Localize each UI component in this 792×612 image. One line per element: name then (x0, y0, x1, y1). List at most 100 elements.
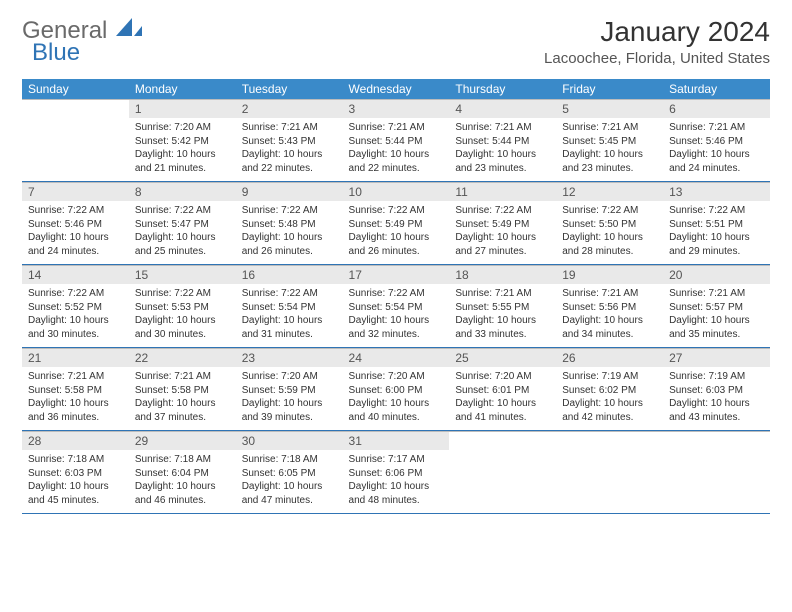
daylight-text-2: and 27 minutes. (455, 245, 550, 259)
day-cell: Sunrise: 7:21 AMSunset: 5:58 PMDaylight:… (22, 367, 129, 431)
day-number: 19 (556, 265, 663, 284)
day-cell: Sunrise: 7:19 AMSunset: 6:02 PMDaylight:… (556, 367, 663, 431)
sunrise-text: Sunrise: 7:22 AM (669, 204, 764, 218)
logo: General Blue (22, 18, 142, 65)
day-number: 24 (343, 348, 450, 367)
sunset-text: Sunset: 6:03 PM (669, 384, 764, 398)
daylight-text-1: Daylight: 10 hours (242, 480, 337, 494)
sunrise-text: Sunrise: 7:21 AM (669, 121, 764, 135)
sunrise-text: Sunrise: 7:22 AM (349, 287, 444, 301)
daynum-row: 21222324252627 (22, 348, 770, 367)
logo-text: General Blue (22, 18, 142, 65)
sunset-text: Sunset: 5:42 PM (135, 135, 230, 149)
daylight-text-1: Daylight: 10 hours (349, 231, 444, 245)
daylight-text-2: and 48 minutes. (349, 494, 444, 508)
day-cell: Sunrise: 7:21 AMSunset: 5:44 PMDaylight:… (449, 118, 556, 182)
day-cell: Sunrise: 7:21 AMSunset: 5:56 PMDaylight:… (556, 284, 663, 348)
day-header-row: Sunday Monday Tuesday Wednesday Thursday… (22, 79, 770, 99)
day-cell: Sunrise: 7:21 AMSunset: 5:44 PMDaylight:… (343, 118, 450, 182)
sunset-text: Sunset: 5:55 PM (455, 301, 550, 315)
daylight-text-1: Daylight: 10 hours (669, 148, 764, 162)
daylight-text-1: Daylight: 10 hours (455, 397, 550, 411)
daylight-text-2: and 29 minutes. (669, 245, 764, 259)
daylight-text-2: and 31 minutes. (242, 328, 337, 342)
daylight-text-2: and 45 minutes. (28, 494, 123, 508)
logo-line2: Blue (22, 41, 142, 65)
day-cell: Sunrise: 7:21 AMSunset: 5:58 PMDaylight:… (129, 367, 236, 431)
daylight-text-2: and 26 minutes. (349, 245, 444, 259)
day-number: 20 (663, 265, 770, 284)
day-cell (663, 450, 770, 514)
daylight-text-2: and 37 minutes. (135, 411, 230, 425)
day-number: 11 (449, 182, 556, 201)
day-number: 28 (22, 431, 129, 450)
day-number: 3 (343, 99, 450, 118)
day-number: 17 (343, 265, 450, 284)
calendar-table: Sunday Monday Tuesday Wednesday Thursday… (22, 79, 770, 514)
location-text: Lacoochee, Florida, United States (544, 50, 770, 67)
daylight-text-1: Daylight: 10 hours (562, 231, 657, 245)
day-cell: Sunrise: 7:18 AMSunset: 6:03 PMDaylight:… (22, 450, 129, 514)
calendar-body: 123456 Sunrise: 7:20 AMSunset: 5:42 PMDa… (22, 99, 770, 514)
sunrise-text: Sunrise: 7:21 AM (135, 370, 230, 384)
daylight-text-2: and 23 minutes. (455, 162, 550, 176)
day-cell: Sunrise: 7:22 AMSunset: 5:54 PMDaylight:… (236, 284, 343, 348)
day-number (556, 431, 663, 450)
daylight-text-1: Daylight: 10 hours (669, 231, 764, 245)
daynum-row: 78910111213 (22, 182, 770, 201)
sunset-text: Sunset: 5:44 PM (349, 135, 444, 149)
sail-icon (116, 18, 142, 38)
daylight-text-2: and 39 minutes. (242, 411, 337, 425)
sunrise-text: Sunrise: 7:22 AM (242, 204, 337, 218)
sunset-text: Sunset: 5:46 PM (28, 218, 123, 232)
day-number: 9 (236, 182, 343, 201)
daylight-text-2: and 25 minutes. (135, 245, 230, 259)
sunset-text: Sunset: 6:05 PM (242, 467, 337, 481)
daylight-text-1: Daylight: 10 hours (135, 148, 230, 162)
day-cell: Sunrise: 7:22 AMSunset: 5:50 PMDaylight:… (556, 201, 663, 265)
day-cell: Sunrise: 7:22 AMSunset: 5:53 PMDaylight:… (129, 284, 236, 348)
sunrise-text: Sunrise: 7:20 AM (242, 370, 337, 384)
daylight-text-2: and 30 minutes. (135, 328, 230, 342)
sunrise-text: Sunrise: 7:22 AM (242, 287, 337, 301)
daylight-text-1: Daylight: 10 hours (28, 231, 123, 245)
daylight-text-2: and 30 minutes. (28, 328, 123, 342)
sunset-text: Sunset: 6:00 PM (349, 384, 444, 398)
sunrise-text: Sunrise: 7:21 AM (669, 287, 764, 301)
day-cell: Sunrise: 7:21 AMSunset: 5:55 PMDaylight:… (449, 284, 556, 348)
day-cell: Sunrise: 7:17 AMSunset: 6:06 PMDaylight:… (343, 450, 450, 514)
day-number: 26 (556, 348, 663, 367)
day-cell: Sunrise: 7:21 AMSunset: 5:45 PMDaylight:… (556, 118, 663, 182)
daylight-text-2: and 36 minutes. (28, 411, 123, 425)
sunrise-text: Sunrise: 7:22 AM (455, 204, 550, 218)
day-number: 29 (129, 431, 236, 450)
daylight-text-1: Daylight: 10 hours (562, 148, 657, 162)
sunset-text: Sunset: 5:51 PM (669, 218, 764, 232)
daylight-text-1: Daylight: 10 hours (28, 397, 123, 411)
daynum-row: 123456 (22, 99, 770, 118)
sunrise-text: Sunrise: 7:20 AM (135, 121, 230, 135)
daylight-text-2: and 40 minutes. (349, 411, 444, 425)
daylight-text-1: Daylight: 10 hours (349, 314, 444, 328)
day-cell: Sunrise: 7:21 AMSunset: 5:43 PMDaylight:… (236, 118, 343, 182)
day-cell: Sunrise: 7:20 AMSunset: 5:42 PMDaylight:… (129, 118, 236, 182)
sunrise-text: Sunrise: 7:22 AM (28, 204, 123, 218)
daylight-text-1: Daylight: 10 hours (349, 397, 444, 411)
daylight-text-2: and 32 minutes. (349, 328, 444, 342)
content-row: Sunrise: 7:22 AMSunset: 5:46 PMDaylight:… (22, 201, 770, 265)
daylight-text-2: and 24 minutes. (669, 162, 764, 176)
sunset-text: Sunset: 5:46 PM (669, 135, 764, 149)
day-number (449, 431, 556, 450)
daylight-text-1: Daylight: 10 hours (242, 314, 337, 328)
day-number: 8 (129, 182, 236, 201)
content-row: Sunrise: 7:20 AMSunset: 5:42 PMDaylight:… (22, 118, 770, 182)
daylight-text-1: Daylight: 10 hours (28, 314, 123, 328)
daylight-text-1: Daylight: 10 hours (562, 314, 657, 328)
sunset-text: Sunset: 6:03 PM (28, 467, 123, 481)
day-number: 30 (236, 431, 343, 450)
daylight-text-2: and 34 minutes. (562, 328, 657, 342)
daylight-text-2: and 26 minutes. (242, 245, 337, 259)
sunset-text: Sunset: 5:58 PM (28, 384, 123, 398)
sunrise-text: Sunrise: 7:21 AM (349, 121, 444, 135)
day-cell: Sunrise: 7:22 AMSunset: 5:51 PMDaylight:… (663, 201, 770, 265)
